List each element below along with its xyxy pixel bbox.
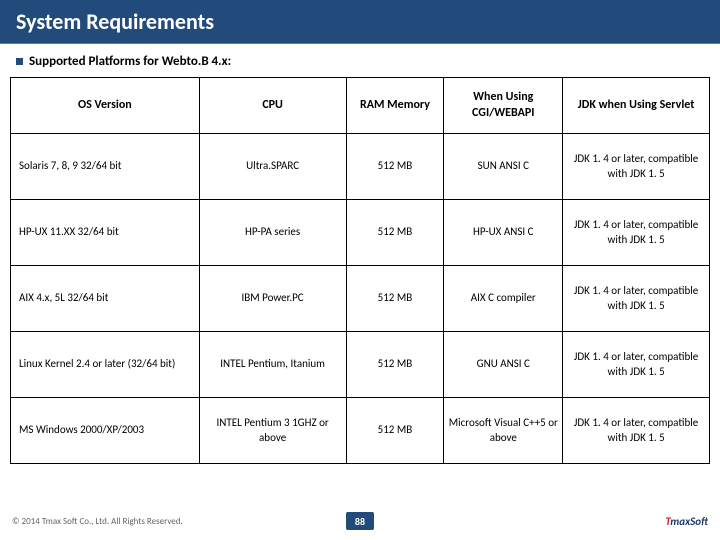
table-body: Solaris 7, 8, 9 32/64 bit Ultra.SPARC 51…	[11, 134, 710, 464]
cell-os: Solaris 7, 8, 9 32/64 bit	[11, 134, 200, 200]
cell-cgi: AIX C compiler	[444, 266, 563, 332]
cell-jdk: JDK 1. 4 or later, compatible with JDK 1…	[563, 332, 710, 398]
table-header-row: OS Version CPU RAM Memory When Using CGI…	[11, 78, 710, 134]
cell-cgi: Microsoft Visual C++5 or above	[444, 398, 563, 464]
table-row: MS Windows 2000/XP/2003 INTEL Pentium 3 …	[11, 398, 710, 464]
cell-os: HP-UX 11.XX 32/64 bit	[11, 200, 200, 266]
cell-ram: 512 MB	[346, 200, 444, 266]
cell-cpu: Ultra.SPARC	[199, 134, 346, 200]
cell-ram: 512 MB	[346, 398, 444, 464]
col-header-os: OS Version	[11, 78, 200, 134]
subtitle-text: Supported Platforms for Webto.B 4.x:	[29, 54, 231, 69]
cell-cgi: GNU ANSI C	[444, 332, 563, 398]
table-row: Linux Kernel 2.4 or later (32/64 bit) IN…	[11, 332, 710, 398]
cell-ram: 512 MB	[346, 266, 444, 332]
cell-os: Linux Kernel 2.4 or later (32/64 bit)	[11, 332, 200, 398]
cell-cgi: HP-UX ANSI C	[444, 200, 563, 266]
bullet-icon	[16, 58, 23, 65]
cell-cpu: INTEL Pentium, Itanium	[199, 332, 346, 398]
col-header-cpu: CPU	[199, 78, 346, 134]
subtitle-row: Supported Platforms for Webto.B 4.x:	[0, 44, 720, 77]
table-row: HP-UX 11.XX 32/64 bit HP-PA series 512 M…	[11, 200, 710, 266]
cell-jdk: JDK 1. 4 or later, compatible with JDK 1…	[563, 134, 710, 200]
cell-jdk: JDK 1. 4 or later, compatible with JDK 1…	[563, 398, 710, 464]
cell-cpu: IBM Power.PC	[199, 266, 346, 332]
cell-os: AIX 4.x, 5L 32/64 bit	[11, 266, 200, 332]
cell-cgi: SUN ANSI C	[444, 134, 563, 200]
col-header-ram: RAM Memory	[346, 78, 444, 134]
page-title: System Requirements	[16, 8, 214, 35]
cell-ram: 512 MB	[346, 332, 444, 398]
table-row: AIX 4.x, 5L 32/64 bit IBM Power.PC 512 M…	[11, 266, 710, 332]
slide-footer: © 2014 Tmax Soft Co., Ltd. All Rights Re…	[0, 510, 720, 532]
table-row: Solaris 7, 8, 9 32/64 bit Ultra.SPARC 51…	[11, 134, 710, 200]
tmaxsoft-logo: TmaxSoft	[665, 515, 708, 528]
cell-cpu: INTEL Pentium 3 1GHZ or above	[199, 398, 346, 464]
copyright-text: © 2014 Tmax Soft Co., Ltd. All Rights Re…	[12, 516, 183, 527]
cell-jdk: JDK 1. 4 or later, compatible with JDK 1…	[563, 200, 710, 266]
logo-rest: maxSoft	[670, 515, 708, 528]
page-number: 88	[355, 515, 365, 528]
cell-ram: 512 MB	[346, 134, 444, 200]
requirements-table: OS Version CPU RAM Memory When Using CGI…	[10, 77, 710, 464]
col-header-jdk: JDK when Using Servlet	[563, 78, 710, 134]
col-header-cgi: When Using CGI/WEBAPI	[444, 78, 563, 134]
cell-jdk: JDK 1. 4 or later, compatible with JDK 1…	[563, 266, 710, 332]
cell-cpu: HP-PA series	[199, 200, 346, 266]
page-number-badge: 88	[346, 512, 374, 530]
requirements-table-wrap: OS Version CPU RAM Memory When Using CGI…	[0, 77, 720, 464]
slide-header: System Requirements	[0, 0, 720, 44]
cell-os: MS Windows 2000/XP/2003	[11, 398, 200, 464]
